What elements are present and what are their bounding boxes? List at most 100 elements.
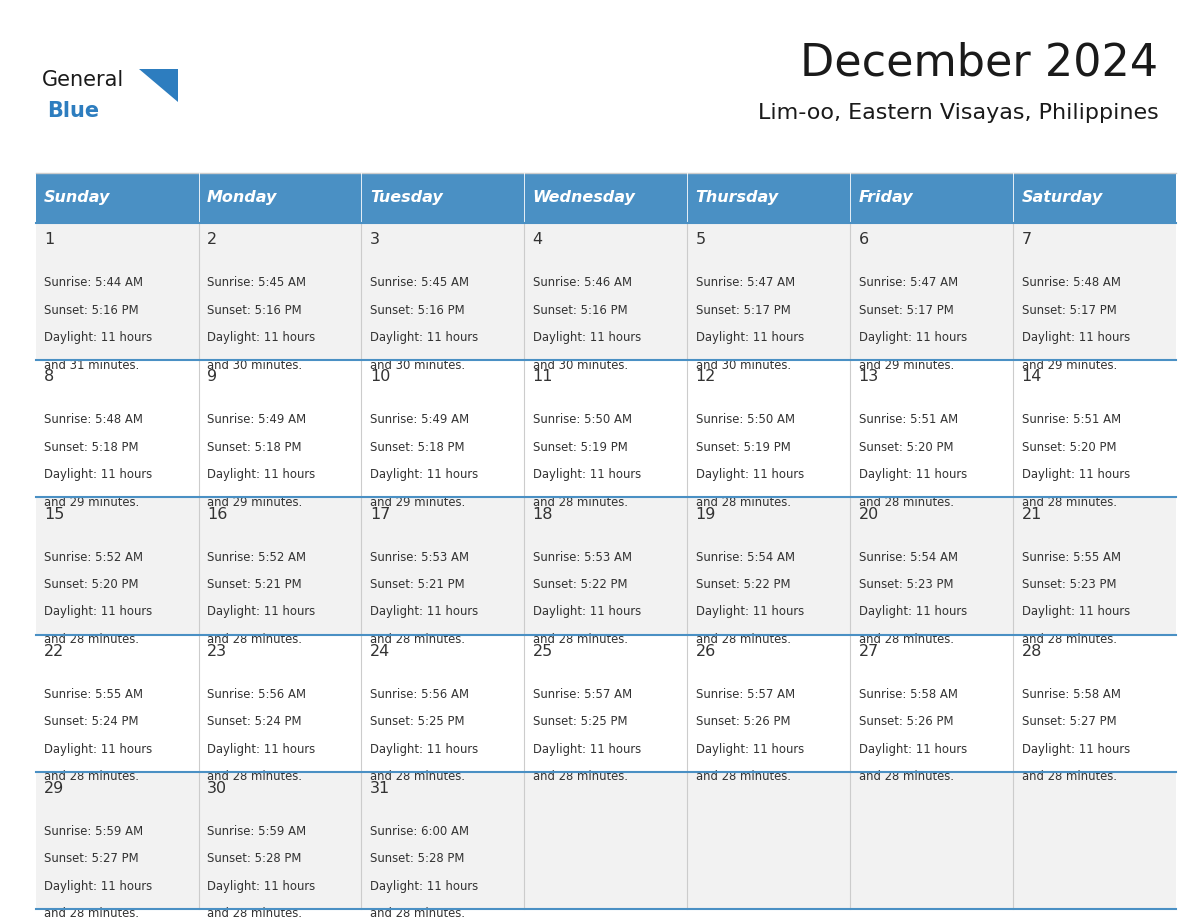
Text: Daylight: 11 hours: Daylight: 11 hours: [369, 606, 478, 619]
Text: and 30 minutes.: and 30 minutes.: [207, 359, 302, 372]
Text: Daylight: 11 hours: Daylight: 11 hours: [44, 468, 152, 481]
Polygon shape: [139, 69, 178, 102]
Text: Daylight: 11 hours: Daylight: 11 hours: [369, 879, 478, 893]
Text: Sunrise: 5:50 AM: Sunrise: 5:50 AM: [532, 413, 632, 427]
Text: 18: 18: [532, 507, 554, 521]
Text: Sunset: 5:22 PM: Sunset: 5:22 PM: [532, 578, 627, 591]
Text: Sunrise: 5:48 AM: Sunrise: 5:48 AM: [44, 413, 143, 427]
Text: 19: 19: [696, 507, 716, 521]
Text: Daylight: 11 hours: Daylight: 11 hours: [44, 331, 152, 344]
Text: Sunrise: 5:48 AM: Sunrise: 5:48 AM: [1022, 276, 1120, 289]
Text: Sunrise: 5:45 AM: Sunrise: 5:45 AM: [369, 276, 469, 289]
Bar: [36, 360, 1176, 498]
Text: Lim-oo, Eastern Visayas, Philippines: Lim-oo, Eastern Visayas, Philippines: [758, 103, 1158, 123]
Text: 14: 14: [1022, 369, 1042, 385]
Text: and 28 minutes.: and 28 minutes.: [696, 770, 791, 783]
Text: and 28 minutes.: and 28 minutes.: [1022, 633, 1117, 646]
Text: Sunset: 5:16 PM: Sunset: 5:16 PM: [207, 304, 302, 317]
Text: 9: 9: [207, 369, 217, 385]
Text: Sunset: 5:27 PM: Sunset: 5:27 PM: [1022, 715, 1117, 728]
Text: Sunset: 5:28 PM: Sunset: 5:28 PM: [207, 852, 302, 866]
Text: Daylight: 11 hours: Daylight: 11 hours: [44, 606, 152, 619]
Text: and 28 minutes.: and 28 minutes.: [44, 633, 139, 646]
Text: and 28 minutes.: and 28 minutes.: [859, 496, 954, 509]
Text: Sunset: 5:20 PM: Sunset: 5:20 PM: [1022, 441, 1116, 453]
Text: and 28 minutes.: and 28 minutes.: [532, 496, 627, 509]
Text: and 28 minutes.: and 28 minutes.: [532, 633, 627, 646]
Text: Sunrise: 5:47 AM: Sunrise: 5:47 AM: [696, 276, 795, 289]
Text: Sunrise: 5:47 AM: Sunrise: 5:47 AM: [859, 276, 958, 289]
Text: and 28 minutes.: and 28 minutes.: [207, 633, 302, 646]
Text: 8: 8: [44, 369, 55, 385]
Text: Sunset: 5:18 PM: Sunset: 5:18 PM: [369, 441, 465, 453]
Text: Daylight: 11 hours: Daylight: 11 hours: [859, 468, 967, 481]
Text: 29: 29: [44, 781, 64, 796]
Text: and 28 minutes.: and 28 minutes.: [1022, 770, 1117, 783]
Text: Wednesday: Wednesday: [532, 190, 636, 206]
Text: and 28 minutes.: and 28 minutes.: [369, 770, 465, 783]
Text: 22: 22: [44, 644, 64, 659]
Text: Sunrise: 5:51 AM: Sunrise: 5:51 AM: [1022, 413, 1120, 427]
Text: Sunset: 5:16 PM: Sunset: 5:16 PM: [44, 304, 139, 317]
Text: Sunrise: 5:59 AM: Sunrise: 5:59 AM: [207, 825, 307, 838]
Text: and 28 minutes.: and 28 minutes.: [696, 496, 791, 509]
Text: Sunrise: 5:52 AM: Sunrise: 5:52 AM: [207, 551, 305, 564]
Text: Sunrise: 5:51 AM: Sunrise: 5:51 AM: [859, 413, 958, 427]
Text: and 29 minutes.: and 29 minutes.: [44, 496, 139, 509]
Bar: [36, 634, 1176, 772]
Text: Daylight: 11 hours: Daylight: 11 hours: [532, 606, 640, 619]
Text: Daylight: 11 hours: Daylight: 11 hours: [696, 468, 804, 481]
Text: Sunday: Sunday: [44, 190, 110, 206]
Text: Sunset: 5:26 PM: Sunset: 5:26 PM: [696, 715, 790, 728]
Text: Daylight: 11 hours: Daylight: 11 hours: [532, 331, 640, 344]
Text: 31: 31: [369, 781, 390, 796]
Text: Sunrise: 6:00 AM: Sunrise: 6:00 AM: [369, 825, 469, 838]
Text: 4: 4: [532, 232, 543, 247]
Text: and 28 minutes.: and 28 minutes.: [859, 770, 954, 783]
Text: and 28 minutes.: and 28 minutes.: [44, 907, 139, 918]
Text: Daylight: 11 hours: Daylight: 11 hours: [44, 879, 152, 893]
Text: Sunset: 5:19 PM: Sunset: 5:19 PM: [532, 441, 627, 453]
Text: Daylight: 11 hours: Daylight: 11 hours: [859, 331, 967, 344]
Text: and 30 minutes.: and 30 minutes.: [696, 359, 791, 372]
Text: Sunrise: 5:46 AM: Sunrise: 5:46 AM: [532, 276, 632, 289]
Text: 28: 28: [1022, 644, 1042, 659]
Text: Tuesday: Tuesday: [369, 190, 443, 206]
Text: December 2024: December 2024: [801, 41, 1158, 84]
Text: Sunrise: 5:49 AM: Sunrise: 5:49 AM: [207, 413, 307, 427]
Text: Thursday: Thursday: [696, 190, 779, 206]
Text: 3: 3: [369, 232, 380, 247]
Text: 2: 2: [207, 232, 217, 247]
Text: Sunset: 5:24 PM: Sunset: 5:24 PM: [207, 715, 302, 728]
Text: 26: 26: [696, 644, 716, 659]
Text: 6: 6: [859, 232, 868, 247]
Text: and 28 minutes.: and 28 minutes.: [369, 907, 465, 918]
Text: Daylight: 11 hours: Daylight: 11 hours: [1022, 331, 1130, 344]
Text: Sunrise: 5:55 AM: Sunrise: 5:55 AM: [44, 688, 143, 700]
Text: and 31 minutes.: and 31 minutes.: [44, 359, 139, 372]
Text: and 28 minutes.: and 28 minutes.: [696, 633, 791, 646]
Text: and 28 minutes.: and 28 minutes.: [859, 633, 954, 646]
Text: Sunset: 5:27 PM: Sunset: 5:27 PM: [44, 852, 139, 866]
Text: Sunset: 5:20 PM: Sunset: 5:20 PM: [859, 441, 953, 453]
Text: Sunrise: 5:57 AM: Sunrise: 5:57 AM: [696, 688, 795, 700]
Text: Friday: Friday: [859, 190, 914, 206]
Text: Sunrise: 5:54 AM: Sunrise: 5:54 AM: [696, 551, 795, 564]
Text: Sunset: 5:16 PM: Sunset: 5:16 PM: [532, 304, 627, 317]
Text: Sunset: 5:17 PM: Sunset: 5:17 PM: [696, 304, 790, 317]
Text: and 28 minutes.: and 28 minutes.: [207, 770, 302, 783]
Text: and 28 minutes.: and 28 minutes.: [1022, 496, 1117, 509]
Text: 27: 27: [859, 644, 879, 659]
Text: Daylight: 11 hours: Daylight: 11 hours: [207, 743, 315, 756]
Text: 25: 25: [532, 644, 552, 659]
Text: Daylight: 11 hours: Daylight: 11 hours: [696, 743, 804, 756]
Text: Daylight: 11 hours: Daylight: 11 hours: [207, 468, 315, 481]
Text: Daylight: 11 hours: Daylight: 11 hours: [532, 468, 640, 481]
Text: Sunrise: 5:45 AM: Sunrise: 5:45 AM: [207, 276, 305, 289]
Text: and 29 minutes.: and 29 minutes.: [207, 496, 302, 509]
Text: and 28 minutes.: and 28 minutes.: [44, 770, 139, 783]
Text: Sunrise: 5:53 AM: Sunrise: 5:53 AM: [532, 551, 632, 564]
Text: 5: 5: [696, 232, 706, 247]
Text: and 28 minutes.: and 28 minutes.: [532, 770, 627, 783]
Text: Daylight: 11 hours: Daylight: 11 hours: [1022, 743, 1130, 756]
